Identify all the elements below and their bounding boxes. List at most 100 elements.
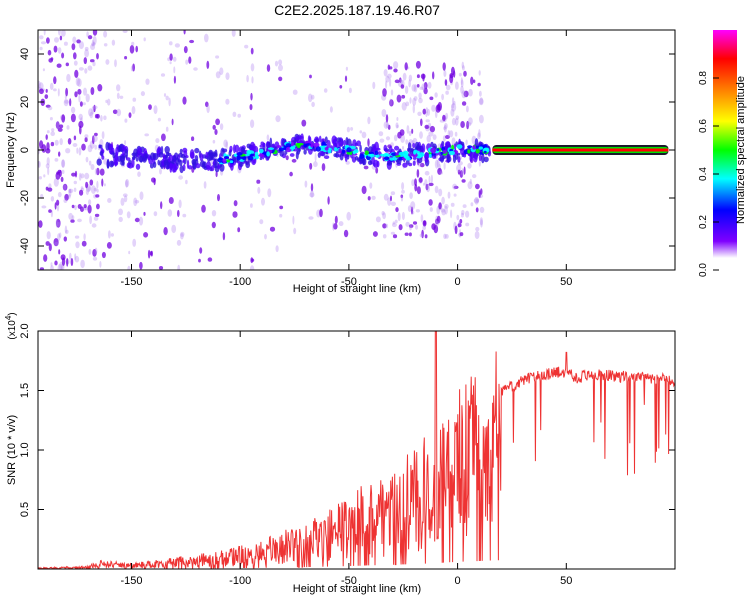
spectral-blob	[250, 203, 253, 208]
trace-blob	[205, 151, 209, 158]
spectral-blob	[73, 60, 78, 66]
spectral-blob	[67, 194, 71, 199]
spectral-blob	[159, 168, 162, 175]
spectral-blob	[53, 45, 58, 53]
trace-blob	[126, 162, 131, 168]
trace-peak	[384, 153, 391, 157]
spectral-blob	[133, 197, 138, 207]
spectral-blob	[76, 147, 79, 154]
trace-peak	[266, 151, 270, 157]
spectral-blob	[108, 230, 111, 239]
spectral-blob	[463, 166, 466, 175]
spectral-blob	[66, 257, 69, 267]
spectral-blob	[444, 123, 448, 129]
spectral-blob	[72, 143, 78, 147]
trace-peak	[467, 145, 473, 149]
trace-blob	[415, 145, 421, 152]
spectral-blob	[119, 95, 124, 100]
spectral-blob	[381, 211, 385, 216]
spectral-blob	[131, 106, 136, 115]
spectral-blob	[418, 97, 423, 104]
spectral-blob	[92, 135, 98, 143]
spectral-blob	[408, 79, 411, 88]
spectral-blob	[308, 216, 314, 220]
spectral-blob	[62, 184, 67, 190]
x-tick-label: -150	[120, 276, 142, 288]
spectral-blob	[211, 221, 216, 229]
spectral-blob	[382, 88, 387, 97]
snr-multiplier: (x104)	[4, 312, 18, 339]
spectral-blob	[114, 59, 117, 68]
colorbar-ticks: 0.0 0.2 0.4 0.6 0.8	[698, 71, 719, 277]
spectral-blob	[53, 76, 57, 85]
spectral-blob	[58, 124, 64, 129]
spectral-blob	[58, 30, 61, 36]
spectral-blob	[193, 67, 198, 71]
spectral-blob	[479, 206, 485, 213]
trace-blob	[483, 156, 489, 163]
spectral-blob	[429, 96, 434, 101]
y-tick-label: 0.5	[19, 502, 31, 517]
spectral-blob	[65, 87, 68, 97]
spectral-blob	[478, 129, 481, 138]
spectral-blob	[459, 232, 464, 237]
spectral-blob	[408, 232, 412, 237]
trace-peak	[327, 149, 332, 154]
spectral-blob	[169, 61, 172, 65]
spectral-blob	[451, 104, 455, 109]
trace-peak	[305, 143, 311, 146]
spectral-blob	[421, 229, 424, 239]
spectral-blob	[100, 115, 103, 122]
trace-peak	[310, 142, 314, 148]
spectral-blob	[428, 131, 434, 137]
trace-peak	[297, 142, 304, 146]
spectral-blob	[442, 135, 446, 142]
spectral-blob	[90, 164, 95, 170]
spectral-blob	[461, 209, 465, 216]
trace-blob	[344, 154, 347, 159]
trace-peak	[313, 142, 320, 148]
spectral-blob	[232, 211, 238, 218]
spectral-blob	[237, 113, 241, 118]
spectral-blob	[55, 121, 60, 129]
spectral-blob	[327, 196, 330, 205]
spectral-blob	[87, 35, 93, 40]
spectral-blob	[385, 223, 389, 229]
trace-blob	[386, 162, 392, 166]
spectral-blob	[90, 44, 96, 50]
spectral-blob	[467, 181, 473, 190]
spectral-blob	[153, 211, 158, 217]
spectral-blob	[145, 78, 150, 85]
spectral-blob	[292, 89, 298, 95]
trace-peak	[479, 152, 484, 155]
spectral-blob	[405, 101, 410, 107]
spectral-blob	[419, 233, 424, 238]
spectral-blob	[301, 119, 307, 127]
trace-blob	[439, 153, 445, 163]
spectral-blob	[422, 108, 427, 115]
trace-peak	[324, 146, 329, 151]
spectral-blob	[45, 163, 50, 169]
trace-blob	[373, 143, 377, 152]
trace-peak	[398, 156, 404, 161]
spectral-blob	[132, 97, 137, 102]
snr-frame	[37, 330, 676, 570]
spectral-blob	[395, 122, 399, 129]
spectral-blob	[451, 66, 455, 76]
spectral-blob	[393, 61, 399, 69]
spectral-blob	[57, 263, 62, 270]
spectral-blob	[401, 189, 405, 194]
trace-blob	[172, 163, 178, 173]
spectral-blob	[323, 88, 328, 93]
y-tick-label: -40	[19, 238, 31, 254]
trace-peak	[226, 159, 231, 163]
spectral-blob	[223, 139, 228, 148]
spectral-blob	[430, 174, 433, 184]
x-tick-label: -100	[229, 276, 251, 288]
spectral-blob	[474, 196, 479, 205]
spectral-blob	[343, 229, 349, 238]
spectral-blob	[244, 44, 249, 49]
spectrogram-xlabel: Height of straight line (km)	[293, 283, 421, 295]
spectral-blob	[61, 169, 65, 174]
spectral-blob	[85, 156, 89, 163]
